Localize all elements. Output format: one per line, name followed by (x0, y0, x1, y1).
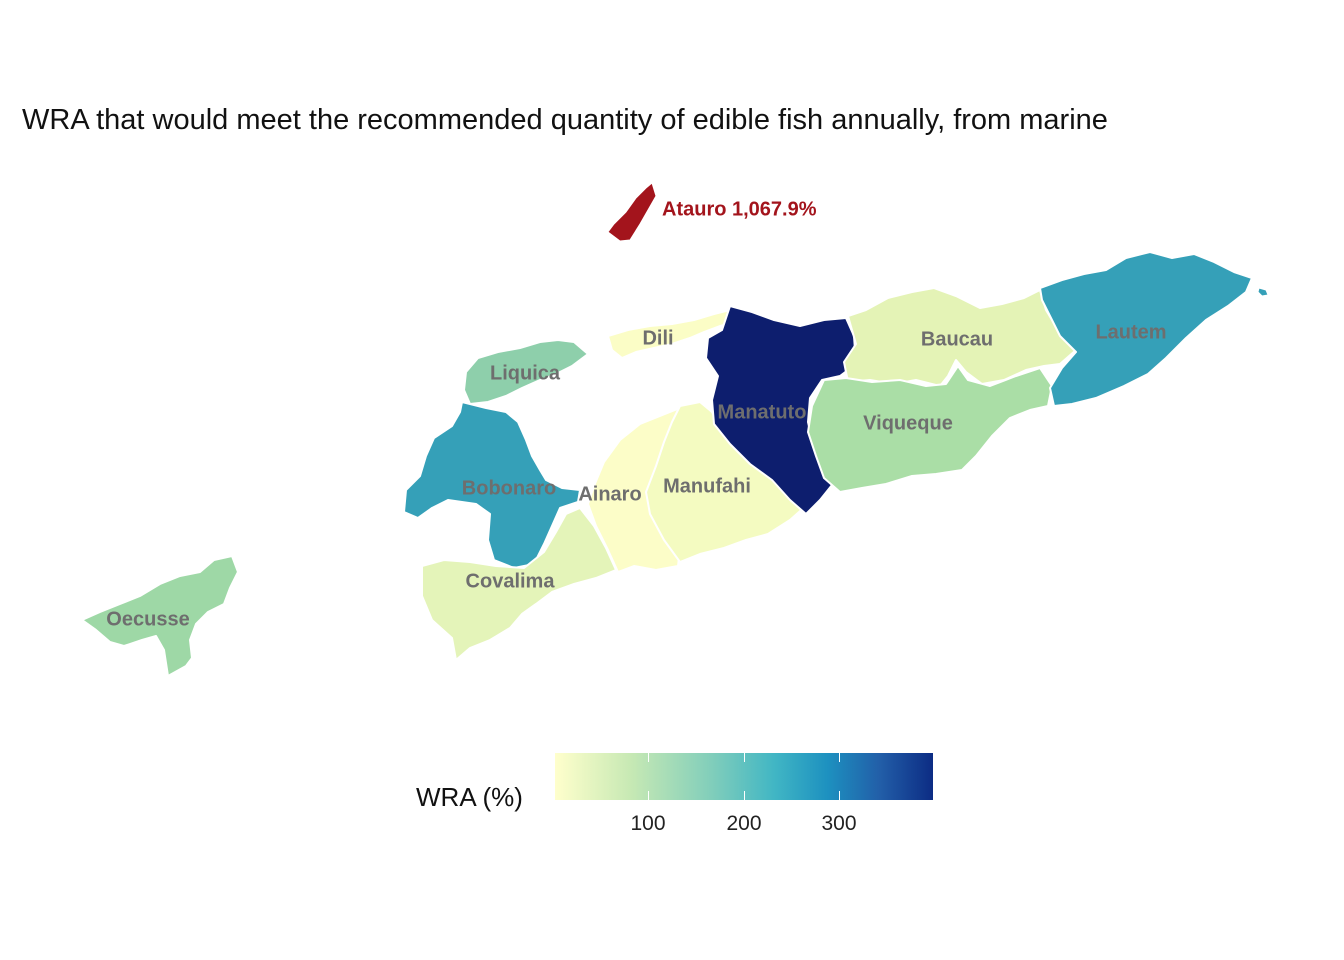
label-bobonaro: Bobonaro (462, 477, 556, 499)
legend-tick-label: 200 (726, 812, 762, 835)
label-covalima: Covalima (466, 570, 556, 592)
region-lautem-islet (1257, 287, 1269, 297)
legend-tick-bottom (839, 791, 840, 800)
label-lautem: Lautem (1095, 321, 1166, 343)
label-manatuto: Manatuto (718, 401, 807, 423)
region-atauro[interactable] (607, 182, 657, 242)
label-liquica: Liquica (490, 362, 561, 384)
region-viqueque[interactable] (807, 365, 1053, 493)
legend-tick-bottom (648, 791, 649, 800)
region-lautem[interactable] (1039, 251, 1253, 407)
legend-tick-label: 300 (821, 812, 857, 835)
legend-title: WRA (%) (416, 782, 523, 812)
label-atauro-highlight: Atauro 1,067.9% (662, 198, 817, 220)
legend-tick-top (744, 753, 745, 762)
region-dili[interactable] (607, 309, 737, 359)
label-manufahi: Manufahi (663, 475, 751, 497)
region-liquica[interactable] (463, 339, 589, 405)
legend-tick-top (648, 753, 649, 762)
label-ainaro: Ainaro (578, 483, 641, 505)
legend-tick-bottom (744, 791, 745, 800)
label-baucau: Baucau (921, 328, 993, 350)
legend-tick-label: 100 (630, 812, 666, 835)
map-title-text: WRA that would meet the recommended quan… (22, 104, 1108, 136)
label-viqueque: Viqueque (863, 412, 953, 434)
region-covalima[interactable] (421, 507, 617, 661)
region-oecusse[interactable] (81, 555, 239, 677)
label-oecusse: Oecusse (106, 608, 189, 630)
map-title: WRA that would meet the recommended quan… (0, 104, 1344, 144)
legend-tick-top (839, 753, 840, 762)
label-dili: Dili (642, 327, 673, 349)
